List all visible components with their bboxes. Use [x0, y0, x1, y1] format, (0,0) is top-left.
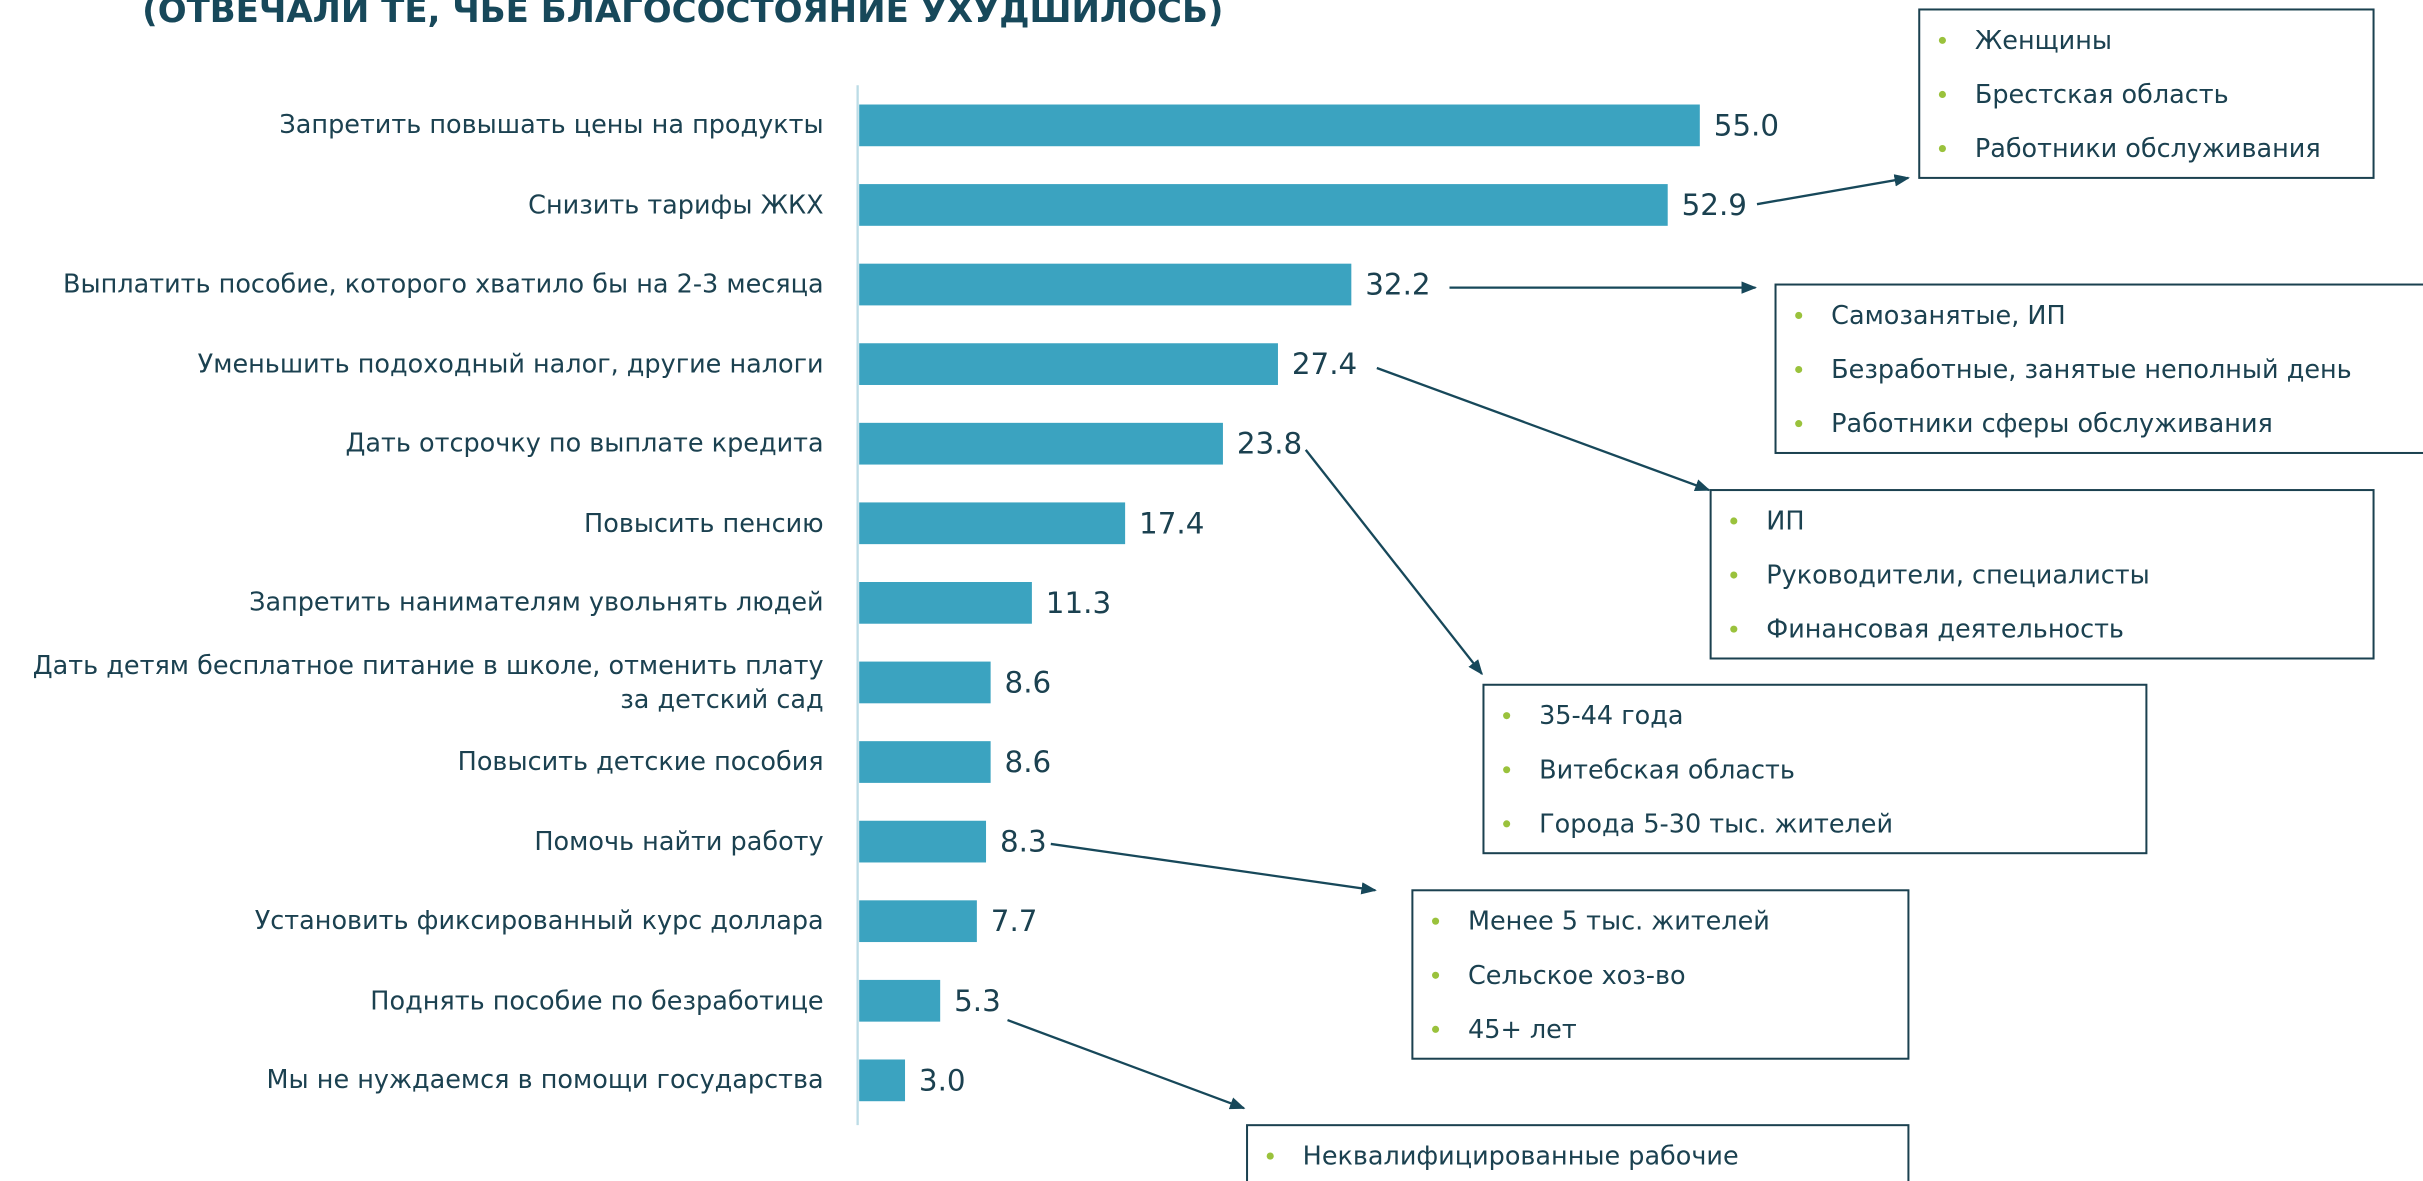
category-label: Помочь найти работу: [534, 826, 824, 856]
bullet: [1795, 311, 1803, 319]
annotation-item: Брестская область: [1975, 80, 2229, 110]
category-label-box: Дать детям бесплатное питание в школе, о…: [32, 650, 824, 714]
bullet: [1938, 36, 1946, 44]
category-label-box: Поднять пособие по безработице: [370, 985, 824, 1016]
bar: [859, 741, 991, 783]
category-label-box: Запретить нанимателям увольнять людей: [249, 587, 824, 618]
value-label: 7.7: [991, 904, 1038, 938]
annotation-box: [1918, 8, 2375, 179]
category-label: Уменьшить подоходный налог, другие налог…: [197, 349, 824, 379]
bullet: [1795, 420, 1803, 428]
category-label: Снизить тарифы ЖКХ: [528, 189, 824, 220]
value-label: 23.8: [1237, 427, 1302, 461]
annotation-item: Работники обслуживания: [1975, 134, 2321, 164]
annotation-item: Самозанятые, ИП: [1831, 301, 2065, 331]
category-label-box: Выплатить пособие, которого хватило бы н…: [63, 269, 824, 299]
category-label: Запретить нанимателям увольнять людей: [249, 587, 824, 618]
category-label: Поднять пособие по безработице: [370, 985, 824, 1016]
value-label: 8.6: [1005, 745, 1052, 779]
bullet: [1938, 144, 1946, 153]
value-label: 3.0: [919, 1063, 966, 1097]
bar: [859, 582, 1032, 624]
category-label: Выплатить пособие, которого хватило бы н…: [63, 269, 824, 299]
category-label-box: Помочь найти работу: [534, 826, 824, 856]
annotation-box: [1709, 489, 2375, 660]
annotation-item: Неквалифицированные рабочие: [1303, 1142, 1739, 1172]
annotation-box: [1774, 283, 2423, 454]
category-label-box: Снизить тарифы ЖКХ: [528, 189, 824, 220]
bullet: [1503, 766, 1511, 774]
category-label: Повысить детские пособия: [457, 747, 824, 777]
annotation-item: Менее 5 тыс. жителей: [1468, 907, 1770, 937]
bar: [859, 184, 1668, 226]
bar: [859, 104, 1700, 147]
bar: [859, 263, 1352, 306]
bullet: [1503, 712, 1511, 720]
annotation-item: Женщины: [1975, 26, 2112, 56]
bullet: [1730, 625, 1738, 633]
value-label: 17.4: [1139, 506, 1204, 540]
category-label-box: Повысить детские пособия: [457, 747, 824, 777]
annotation-box: [1482, 683, 2148, 855]
value-label: 52.9: [1682, 188, 1747, 222]
annotation-item: Работники сферы обслуживания: [1831, 409, 2273, 439]
annotation-item: Безработные, занятые неполный день: [1831, 355, 2352, 385]
bar: [859, 661, 991, 704]
bullet: [1730, 517, 1738, 525]
bullet: [1432, 971, 1440, 979]
bullet: [1795, 365, 1803, 374]
category-label: Запретить повышать цены на продукты: [279, 110, 824, 140]
category-label: Дать отсрочку по выплате кредита: [345, 428, 824, 459]
bar: [859, 502, 1126, 545]
annotation-arrow: [1376, 366, 1711, 492]
bullet: [1730, 571, 1738, 579]
bar: [859, 343, 1278, 385]
chart-title: (ОТВЕЧАЛИ ТЕ, ЧЬЕ БЛАГОСОСТОЯНИЕ УХУДШИЛ…: [142, 0, 1223, 31]
annotation-arrow: [1304, 449, 1483, 676]
value-label: 8.3: [1000, 825, 1047, 859]
bullet: [1503, 820, 1511, 828]
annotation-box: [1411, 889, 1910, 1060]
category-label: Установить фиксированный курс доллара: [254, 906, 824, 936]
bar: [859, 900, 977, 943]
category-label-box: Уменьшить подоходный налог, другие налог…: [197, 349, 824, 379]
annotation-arrow: [1756, 174, 1910, 206]
bar: [859, 979, 941, 1022]
value-label: 27.4: [1292, 347, 1357, 381]
bar: [859, 1059, 906, 1102]
annotation-item: Сельское хоз-во: [1468, 961, 1686, 991]
value-label: 55.0: [1714, 108, 1779, 142]
category-label-box: Запретить повышать цены на продукты: [279, 110, 824, 140]
annotation-arrow: [1007, 1019, 1246, 1110]
value-label: 5.3: [954, 984, 1001, 1018]
category-label-box: Установить фиксированный курс доллара: [254, 906, 824, 936]
value-label: 11.3: [1046, 586, 1111, 620]
annotation-item: Витебская область: [1539, 755, 1795, 785]
category-label-box: Повысить пенсию: [584, 508, 824, 538]
annotation-item: Руководители, специалисты: [1766, 561, 2150, 591]
bullet: [1432, 917, 1440, 925]
annotation-item: Финансовая деятельность: [1766, 615, 2124, 645]
category-label: Повысить пенсию: [584, 508, 824, 538]
category-label-box: Дать отсрочку по выплате кредита: [345, 428, 824, 459]
category-label: Мы не нуждаемся в помощи государства: [266, 1065, 824, 1095]
annotation-item: 35-44 года: [1539, 701, 1683, 731]
value-label: 8.6: [1005, 665, 1052, 699]
annotation-item: 45+ лет: [1468, 1015, 1577, 1045]
category-label: Дать детям бесплатное питание в школе, о…: [32, 650, 824, 714]
annotation-item: ИП: [1766, 507, 1804, 537]
annotation-box: [1246, 1124, 1910, 1181]
bullet: [1432, 1025, 1440, 1033]
category-label-box: Мы не нуждаемся в помощи государства: [266, 1065, 824, 1095]
bullet: [1266, 1152, 1274, 1160]
bar: [859, 820, 987, 863]
annotation-item: Города 5-30 тыс. жителей: [1539, 809, 1893, 839]
value-label: 32.2: [1365, 268, 1430, 302]
bullet: [1938, 90, 1946, 99]
annotation-arrow: [1050, 842, 1377, 895]
bar: [859, 422, 1223, 465]
